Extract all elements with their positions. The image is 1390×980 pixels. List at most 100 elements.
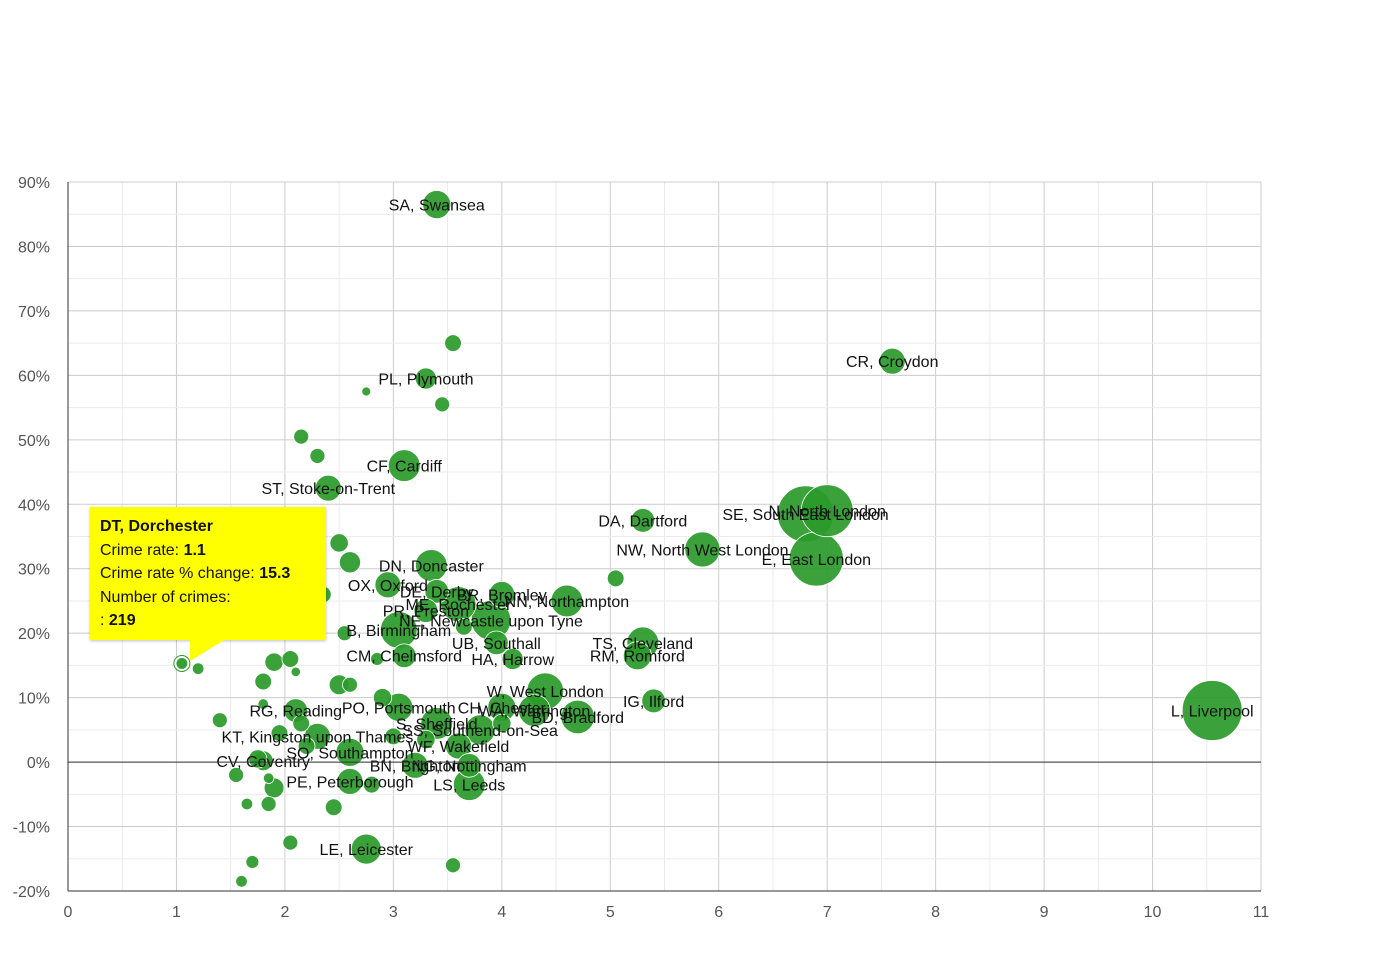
bubble-label: CM, Chelmsford (346, 649, 462, 666)
tooltip-rate-label: Crime rate: (100, 541, 180, 559)
tooltip-count-value: 219 (108, 612, 136, 629)
bubble-label: N, North London (768, 504, 885, 521)
data-bubble (445, 732, 472, 760)
data-bubble (684, 531, 721, 568)
x-tick-label: 7 (823, 904, 832, 921)
axes: 0 1 2 3 4 5 6 7 8 9 10 11 -20% -10% 0% 10% 20% 30% 40% 50% 6… (13, 175, 1270, 921)
data-bubble (550, 584, 584, 618)
bubble-label: CH, Chester (458, 700, 547, 717)
bubble-label: PL, Plymouth (378, 372, 473, 389)
bubble-label: HA, Harrow (471, 652, 554, 669)
y-tick-label: -20% (13, 884, 50, 901)
x-tick-label: 11 (1253, 904, 1270, 921)
data-bubble (384, 727, 403, 746)
data-bubble (1181, 680, 1243, 741)
data-bubble (622, 641, 652, 671)
data-bubble (445, 857, 461, 874)
bubble-label: PR, Preston (383, 604, 469, 621)
data-bubble (455, 617, 473, 636)
bubble-label: SO, Southampton (286, 745, 413, 762)
data-bubble (361, 386, 372, 397)
data-bubble (630, 508, 656, 533)
bubble-label: NN, Northampton (505, 594, 630, 611)
data-bubble (309, 448, 326, 464)
bubble-label: LE, Leicester (320, 842, 414, 859)
data-bubble (413, 598, 439, 623)
y-tick-label: 90% (18, 175, 50, 192)
bubble-label: B, Birmingham (346, 623, 451, 640)
bubble-label: LS, Leeds (433, 778, 505, 795)
data-bubble (384, 692, 414, 722)
bubble-label: BR, Bromley (457, 588, 547, 605)
bubble-label: KT, Kingston upon Thames (222, 729, 414, 746)
x-tick-label: 0 (64, 904, 73, 921)
tooltip-change-value: 15.3 (259, 565, 291, 582)
bubble-label: WA, Warrington (478, 704, 590, 721)
data-bubble (518, 694, 551, 727)
data-bubble (641, 688, 666, 714)
data-bubble (290, 666, 301, 677)
data-bubble (248, 749, 268, 769)
bubble-label: BN, Brighton (370, 758, 461, 775)
tooltip-count-prefix: : (100, 612, 105, 629)
tooltip-title: DT, Dorchester (100, 518, 213, 535)
bubble-label: ST, Stoke-on-Trent (261, 481, 395, 498)
data-bubble (488, 581, 516, 608)
bubble-label: ME, Rochester (406, 597, 512, 614)
data-bubble (362, 775, 381, 794)
data-bubble (370, 652, 384, 666)
data-bubble (235, 875, 248, 888)
data-bubble (262, 772, 275, 784)
x-tick-label: 6 (714, 904, 723, 921)
data-bubble (401, 751, 429, 779)
tooltip-rate-value: 1.1 (183, 541, 206, 559)
y-tick-label: 20% (18, 626, 50, 643)
bubble-label: RM, Romford (590, 649, 685, 666)
data-bubble (501, 647, 524, 670)
data-bubble (422, 190, 452, 219)
bubble-label: UB, Southall (452, 636, 541, 653)
y-tick-label: 80% (18, 239, 50, 256)
bubble-label: PO, Portsmouth (342, 700, 456, 717)
bubble-label: NE, Newcastle upon Tyne (399, 613, 583, 630)
bubble-label: BD, Bradford (531, 710, 623, 727)
tooltip-pointer (190, 639, 226, 661)
x-tick-label: 2 (280, 904, 289, 921)
data-bubble (211, 712, 228, 729)
data-bubble (416, 729, 436, 750)
data-bubble (424, 579, 450, 604)
data-bubble (444, 334, 462, 352)
y-tick-label: 30% (18, 562, 50, 579)
x-tick-label: 1 (172, 904, 181, 921)
data-bubble (338, 551, 361, 574)
x-tick-label: 10 (1144, 904, 1162, 921)
tooltip-change-label: Crime rate % change: (100, 565, 255, 582)
data-bubble (878, 347, 906, 375)
y-tick-label: 0% (27, 755, 50, 772)
data-bubble (292, 714, 310, 733)
data-bubble (245, 855, 260, 869)
data-bubble (254, 672, 273, 691)
data-tooltip: DT, Dorchester Crime rate: 1.1 Crime rat… (90, 507, 326, 640)
data-bubble (314, 474, 342, 502)
data-bubble (293, 428, 310, 445)
x-tick-label: 4 (497, 904, 506, 921)
bubble-label: L, Liverpool (1171, 704, 1254, 721)
bubble-label: SE, South East London (722, 507, 888, 524)
y-tick-label: -10% (13, 820, 50, 837)
bubble-label: S, Sheffield (396, 716, 478, 733)
bubble-series (173, 190, 1243, 888)
bubble-label: DA, Dartford (598, 513, 687, 530)
bubble-label: IG, Ilford (623, 694, 684, 711)
y-tick-label: 70% (18, 304, 50, 321)
bubble-label: SS, Southend-on-Sea (402, 723, 558, 740)
data-bubble (372, 688, 393, 708)
data-bubble (457, 753, 482, 778)
grid-lines (67, 181, 1262, 892)
x-tick-label: 5 (606, 904, 615, 921)
bubble-label: PE, Peterborough (286, 774, 413, 791)
data-bubble (324, 798, 343, 816)
data-bubble (606, 569, 625, 588)
bubble-label: SA, Swansea (389, 198, 485, 215)
y-tick-label: 40% (18, 497, 50, 514)
